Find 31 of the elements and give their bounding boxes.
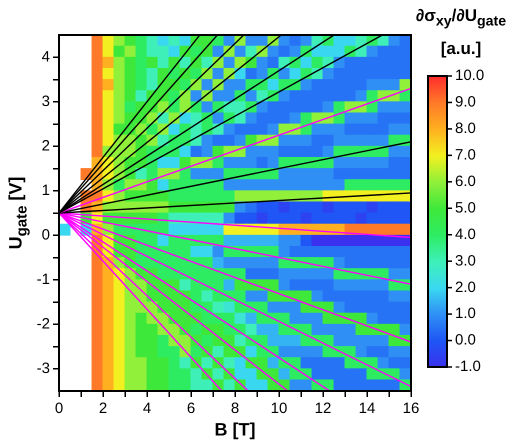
color-bar-label: 3.0 <box>455 252 476 270</box>
color-bar-label: 4.0 <box>455 226 476 243</box>
y-tick-label: 1 <box>42 182 50 199</box>
color-bar-label: 5.0 <box>455 199 476 216</box>
x-tick-label: 6 <box>186 400 196 418</box>
color-bar-title: ∂σ$_{xy}$/∂U$_{gate}$ [a.u.] <box>414 5 508 60</box>
x-tick-label: 0 <box>54 400 64 418</box>
color-bar-label: 0.0 <box>455 332 476 349</box>
color-bar-label: 2.0 <box>455 278 476 296</box>
y-tick-label: 4 <box>42 48 50 66</box>
y-tick-label: -1 <box>36 270 50 288</box>
color-bar-label: 10.0 <box>455 67 484 84</box>
color-bar-label: 6.0 <box>455 172 476 190</box>
color-bar-label: -1.0 <box>455 358 481 376</box>
x-tick-label: 14 <box>358 400 376 418</box>
y-tick-label: -2 <box>36 315 50 332</box>
x-tick-label: 16 <box>402 400 420 418</box>
y-tick-label: 0 <box>42 226 50 244</box>
x-axis-title: B [T] <box>214 420 256 440</box>
y-tick-label: 2 <box>42 137 50 154</box>
color-bar-label: 1.0 <box>455 305 476 322</box>
color-bar-label: 7.0 <box>455 146 476 164</box>
color-bar-label: 8.0 <box>455 120 476 138</box>
x-tick-label: 2 <box>98 400 108 418</box>
color-bar-label: 9.0 <box>455 94 476 111</box>
y-tick-label: -3 <box>36 360 50 377</box>
x-tick-label: 10 <box>270 400 288 418</box>
x-tick-label: 4 <box>142 400 152 418</box>
y-tick-label: 3 <box>42 92 50 110</box>
x-tick-label: 8 <box>230 400 240 418</box>
x-tick-label: 12 <box>314 400 332 418</box>
